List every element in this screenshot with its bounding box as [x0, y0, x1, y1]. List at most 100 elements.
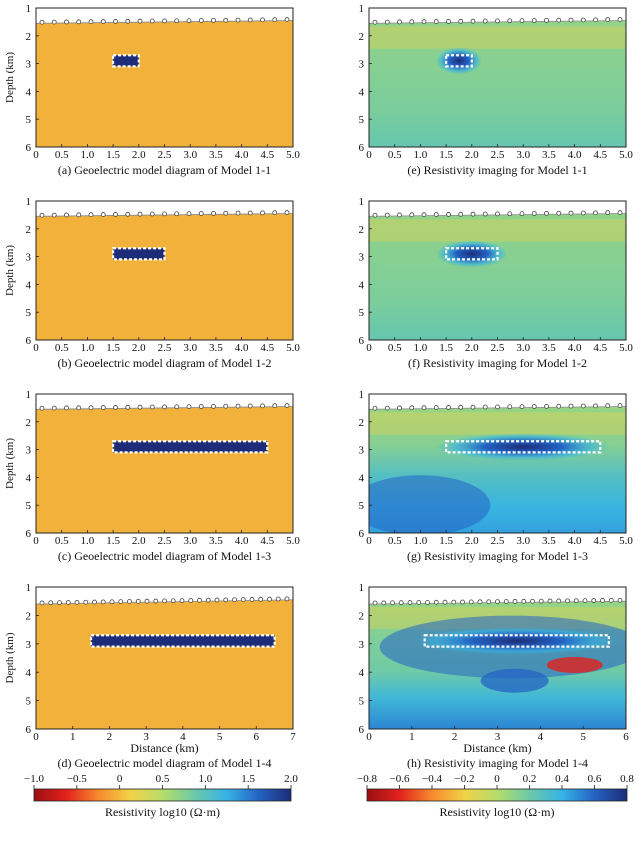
y-tick-label: 5 [26, 307, 32, 319]
electrode-marker [205, 597, 211, 603]
electrode-marker [235, 403, 241, 409]
electrode-marker [109, 599, 115, 605]
x-tick-label: 2.0 [132, 149, 146, 161]
y-tick-label: 1 [26, 196, 32, 208]
electrode-marker [372, 19, 378, 25]
electrode-marker [284, 403, 290, 408]
x-tick-label: 1.5 [439, 342, 453, 354]
y-tick-label: 3 [359, 639, 365, 651]
electrode-marker [260, 403, 265, 409]
electrode-marker [153, 598, 159, 604]
y-tick-label: 2 [359, 31, 365, 43]
x-tick-label: 2.0 [465, 149, 479, 161]
colorbar-gradient [33, 788, 292, 802]
x-tick-label: 2.5 [158, 535, 172, 547]
electrode-marker [113, 405, 118, 410]
x-tick-label: 2.0 [132, 535, 146, 547]
x-tick-label: 4.0 [235, 149, 249, 161]
x-tick-label: 4 [538, 731, 544, 743]
electrode-marker [591, 598, 597, 603]
inversion-background [369, 213, 626, 340]
electrode-array [369, 210, 626, 218]
electrode-marker [232, 597, 237, 603]
electrode-marker [390, 600, 395, 606]
x-tick-label: 0 [33, 731, 39, 743]
anomaly-outline [111, 440, 269, 454]
y-tick-label: 5 [359, 114, 365, 126]
electrode-marker [249, 597, 255, 602]
y-tick-label: 6 [26, 142, 32, 154]
electrode-marker [384, 405, 390, 411]
x-tick-label: 0 [366, 535, 372, 547]
electrode-marker [284, 17, 290, 22]
electrode-array [36, 596, 293, 606]
electrode-marker [186, 18, 192, 24]
x-tick-label: 1.5 [439, 535, 453, 547]
electrode-marker [442, 599, 448, 605]
electrode-marker [162, 211, 167, 217]
x-tick-label: 3.0 [516, 149, 530, 161]
x-tick-label: 3.5 [209, 149, 223, 161]
x-tick-label: 1.0 [81, 342, 95, 354]
electrode-array [369, 597, 626, 606]
y-tick-label: 2 [359, 417, 365, 429]
electrode-marker [186, 211, 192, 217]
electrode-marker [174, 18, 180, 24]
x-tick-label: 5.0 [286, 149, 300, 161]
colorbar-tick-label: 0 [494, 773, 500, 785]
electrode-marker [482, 404, 488, 410]
x-tick-label: 5.0 [619, 342, 633, 354]
plot-area [369, 201, 626, 340]
panel-f: 0 0.5 1.0 1.5 2.0 2.5 3.0 3.5 4.0 4.5 5.0 1 2 3 4 5 6 (f)… [359, 196, 634, 370]
red-lobe [546, 656, 603, 673]
electrode-marker [384, 212, 390, 218]
colorbar-tick-label: 0.4 [555, 773, 569, 785]
electrode-marker [407, 600, 413, 605]
y-tick-label: 1 [359, 582, 365, 594]
x-tick-label: 4.5 [593, 149, 607, 161]
electrode-marker [272, 210, 278, 216]
electrode-marker [64, 212, 69, 218]
electrode-marker [482, 211, 488, 217]
x-tick-label: 3.0 [183, 149, 197, 161]
electrode-marker [137, 404, 143, 410]
electrode-marker [503, 599, 509, 604]
electrode-marker [125, 18, 131, 24]
x-tick-label: 0.5 [388, 149, 402, 161]
electrode-marker [568, 210, 574, 216]
plot-area [36, 8, 293, 147]
electrode-marker [477, 599, 483, 605]
electrode-marker [521, 598, 527, 604]
colorbar-label: Resistivity log10 (Ω·m) [440, 805, 555, 819]
x-tick-label: 1.5 [106, 342, 120, 354]
electrode-marker [446, 19, 451, 24]
electrode-marker [544, 17, 549, 23]
colorbar-tick-label: −1.0 [24, 773, 44, 785]
y-tick-label: 2 [26, 610, 32, 622]
electrode-marker [617, 597, 623, 603]
deep-blob [369, 475, 491, 533]
y-tick-label: 5 [359, 696, 365, 708]
y-tick-label: 6 [359, 724, 365, 736]
y-tick-label: 5 [26, 500, 32, 512]
electrode-marker [433, 212, 439, 217]
x-tick-label: 1.5 [106, 535, 120, 547]
panel-caption: (a) Geoelectric model diagram of Model 1… [58, 163, 271, 177]
colorbar-tick-label: 1.0 [198, 773, 212, 785]
electrode-marker [530, 598, 535, 604]
electrode-marker [100, 212, 106, 217]
electrode-marker [556, 210, 562, 216]
y-tick-label: 5 [359, 307, 365, 319]
electrode-marker [100, 405, 106, 410]
electrode-marker [458, 18, 464, 24]
y-tick-label: 3 [26, 445, 32, 457]
electrode-marker [470, 18, 476, 24]
plot-area [36, 587, 293, 729]
electrode-marker [240, 597, 246, 603]
electrode-marker [470, 211, 476, 217]
anomaly-body [113, 441, 268, 453]
colorbar-tick-label: −0.6 [390, 773, 410, 785]
electrode-marker [397, 19, 402, 25]
electrode-marker [617, 403, 623, 408]
x-tick-label: 5.0 [286, 535, 300, 547]
